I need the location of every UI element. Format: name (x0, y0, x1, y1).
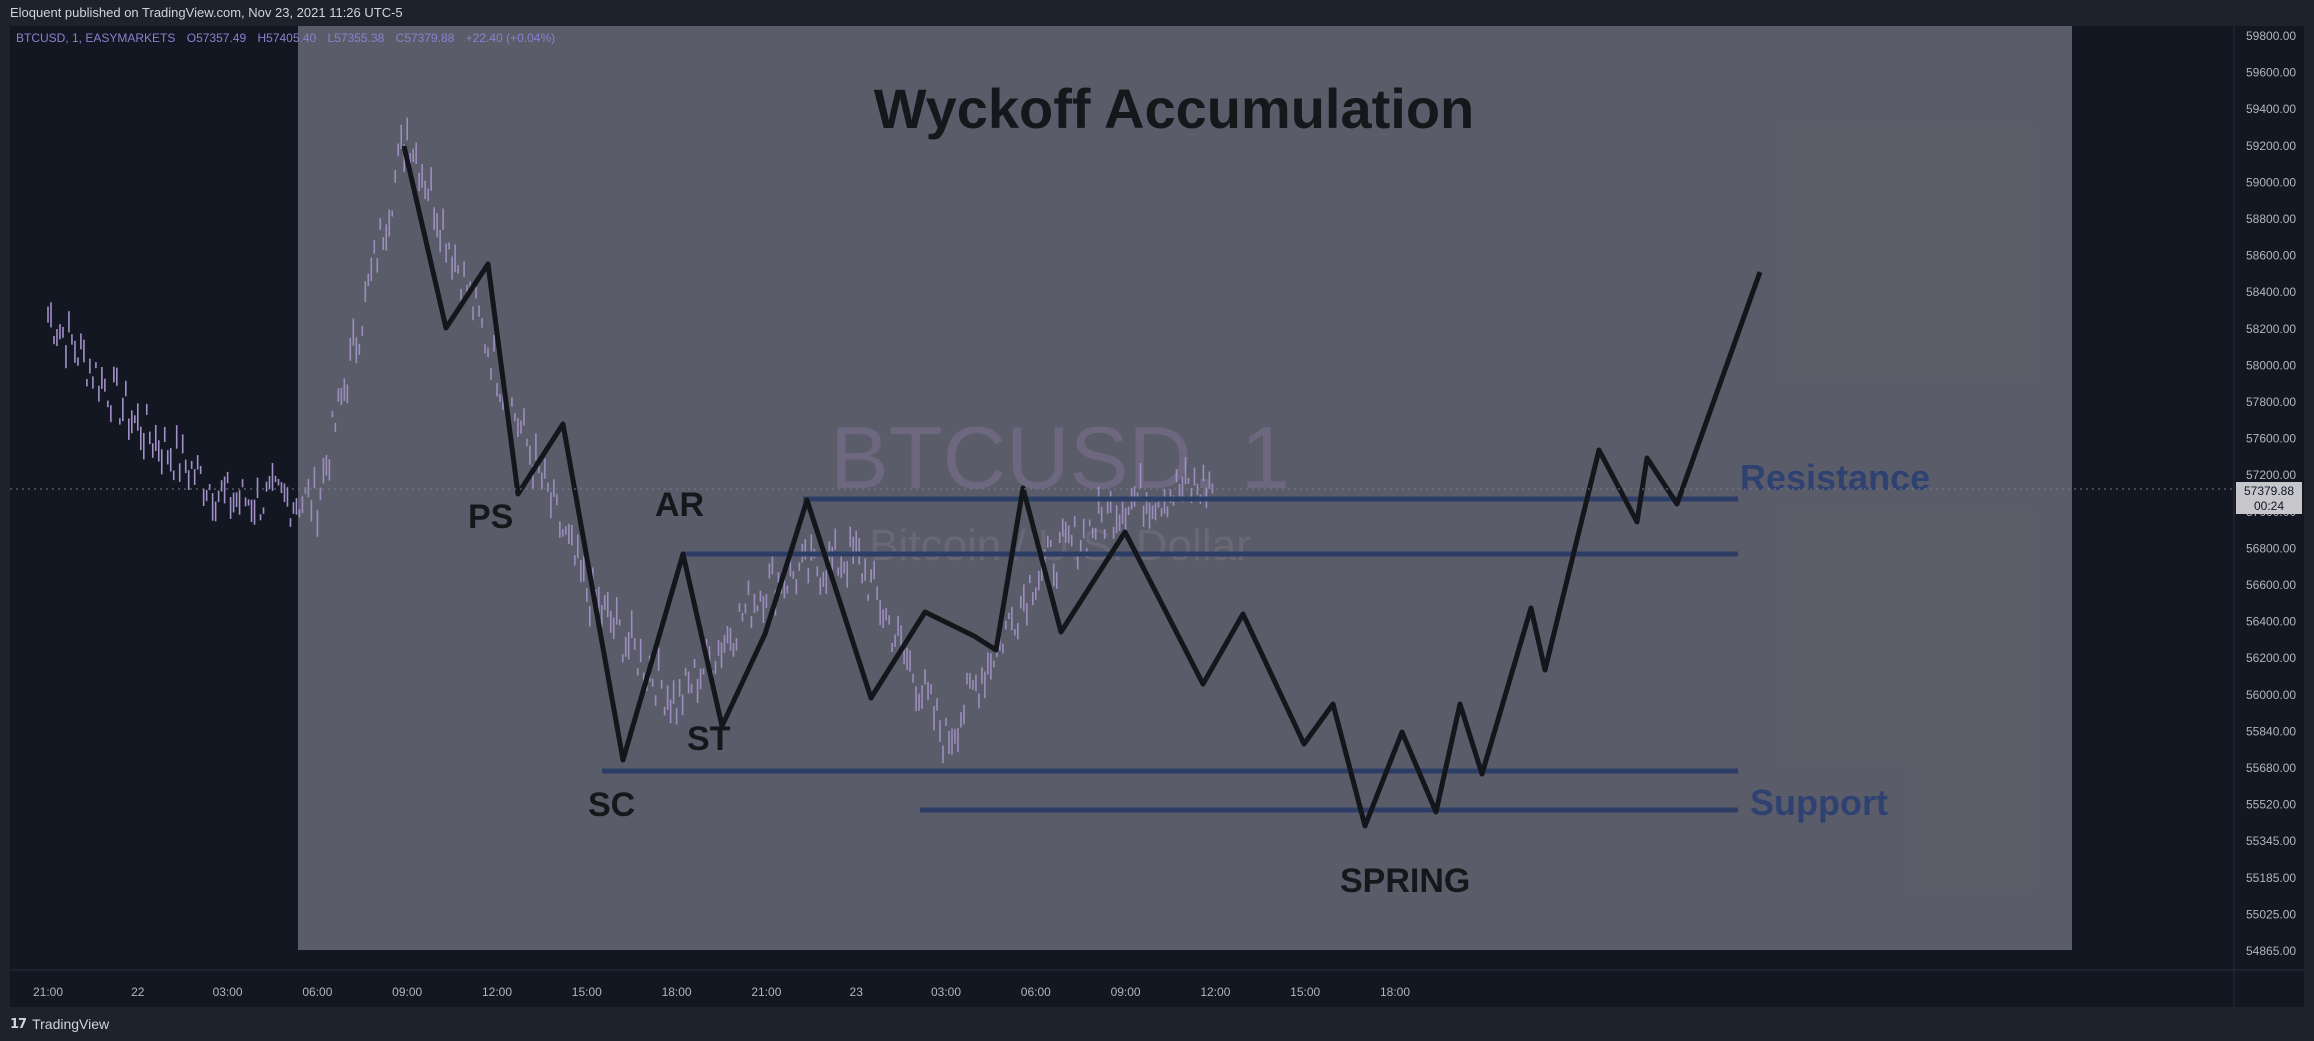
description-watermark: Bitcoin / U.S. Dollar (869, 521, 1250, 570)
price-axis-tick-label: 59000.00 (2246, 175, 2296, 189)
legend-change: +22.40 (+0.04%) (466, 31, 555, 45)
price-axis-tick-label: 55345.00 (2246, 834, 2296, 848)
price-axis-tick-label: 55520.00 (2246, 798, 2296, 812)
price-axis-tick-label: 59400.00 (2246, 102, 2296, 116)
time-axis-tick-label: 21:00 (751, 985, 781, 999)
bar-countdown: 00:24 (2254, 499, 2284, 513)
chart-title: Wyckoff Accumulation (874, 77, 1475, 140)
footer-bar: 17 TradingView (0, 1007, 2314, 1041)
price-axis-tick-label: 56200.00 (2246, 651, 2296, 665)
chart-svg[interactable]: BTCUSD, 1 Bitcoin / U.S. Dollar Wyckoff … (10, 26, 2304, 1007)
price-axis-tick-label: 58600.00 (2246, 249, 2296, 263)
tradingview-logo-icon: 17 (10, 1016, 27, 1032)
time-axis-tick-label: 09:00 (1111, 985, 1141, 999)
time-axis[interactable]: 21:00 22 03:00 06:00 09:00 12:00 15:00 18:00 21:… (33, 985, 1410, 999)
time-axis-tick-label: 03:00 (931, 985, 961, 999)
label-st: ST (687, 720, 731, 758)
time-axis-tick-label: 23 (850, 985, 864, 999)
price-axis-tick-label: 54865.00 (2246, 944, 2296, 958)
price-axis-tick-label: 58400.00 (2246, 285, 2296, 299)
price-axis-tick-label: 55840.00 (2246, 724, 2296, 738)
time-axis-tick-label: 06:00 (302, 985, 332, 999)
time-axis-tick-label: 06:00 (1021, 985, 1051, 999)
price-axis-tick-label: 59800.00 (2246, 29, 2296, 43)
legend-open-label: O (187, 31, 196, 45)
price-axis-tick-label: 55680.00 (2246, 761, 2296, 775)
time-axis-tick-label: 21:00 (33, 985, 63, 999)
legend-open-value: 57357.49 (196, 31, 246, 45)
price-axis-tick-label: 55185.00 (2246, 871, 2296, 885)
label-support: Support (1750, 782, 1888, 823)
footer-brand: TradingView (32, 1016, 110, 1032)
price-axis-tick-label: 56800.00 (2246, 541, 2296, 555)
time-axis-tick-label: 15:00 (1290, 985, 1320, 999)
time-axis-tick-label: 22 (131, 985, 145, 999)
wyckoff-schematic-line (401, 145, 1763, 829)
label-resistance: Resistance (1740, 457, 1930, 498)
price-axis-tick-label: 57600.00 (2246, 432, 2296, 446)
time-axis-tick-label: 03:00 (213, 985, 243, 999)
label-ar: AR (655, 486, 704, 524)
symbol-watermark: BTCUSD, 1 (830, 408, 1290, 507)
chart-area[interactable]: BTCUSD, 1 Bitcoin / U.S. Dollar Wyckoff … (10, 26, 2304, 1007)
label-ps: PS (468, 498, 513, 536)
time-axis-tick-label: 15:00 (572, 985, 602, 999)
time-axis-tick-label: 12:00 (482, 985, 512, 999)
overlay-image (298, 26, 2072, 950)
tradingview-logo[interactable]: 17 TradingView (10, 1016, 109, 1032)
time-axis-tick-label: 12:00 (1200, 985, 1230, 999)
time-axis-tick-label: 18:00 (662, 985, 692, 999)
price-axis-tick-label: 58200.00 (2246, 322, 2296, 336)
legend-close-value: 57379.88 (404, 31, 454, 45)
legend-low-value: 57355.38 (334, 31, 384, 45)
time-axis-tick-label: 09:00 (392, 985, 422, 999)
last-price-value: 57379.88 (2244, 484, 2294, 498)
legend-low-label: L (328, 31, 335, 45)
time-axis-tick-label: 18:00 (1380, 985, 1410, 999)
label-sc: SC (588, 786, 635, 824)
price-axis-tick-label: 57200.00 (2246, 468, 2296, 482)
publish-header: Eloquent published on TradingView.com, N… (0, 0, 2314, 26)
legend-high-label: H (257, 31, 266, 45)
price-axis-tick-label: 58800.00 (2246, 212, 2296, 226)
price-axis-tick-label: 56000.00 (2246, 688, 2296, 702)
price-candles (47, 302, 298, 527)
price-axis-tick-label: 56400.00 (2246, 615, 2296, 629)
price-axis-tick-label: 56600.00 (2246, 578, 2296, 592)
price-axis-tick-label: 59200.00 (2246, 139, 2296, 153)
ohlc-legend: BTCUSD, 1, EASYMARKETS O57357.49 H57405.… (16, 31, 555, 45)
price-axis-tick-label: 57800.00 (2246, 395, 2296, 409)
legend-symbol: BTCUSD, 1, EASYMARKETS (16, 31, 175, 45)
price-axis-tick-label: 55025.00 (2246, 907, 2296, 921)
last-price-box (2236, 482, 2302, 514)
publish-info: Eloquent published on TradingView.com, N… (10, 5, 403, 20)
legend-close-label: C (396, 31, 405, 45)
price-axis-tick-label: 59600.00 (2246, 66, 2296, 80)
legend-high-value: 57405.40 (266, 31, 316, 45)
label-spring: SPRING (1340, 862, 1470, 900)
price-axis-tick-label: 58000.00 (2246, 358, 2296, 372)
